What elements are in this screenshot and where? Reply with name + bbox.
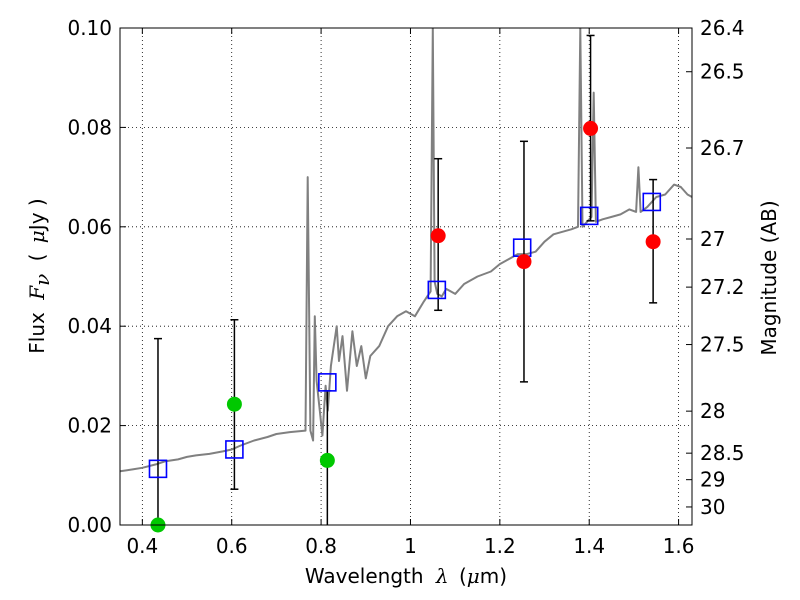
y-tick-label: 0.00: [67, 513, 112, 537]
x-axis-label-unit-mu: μ: [467, 564, 480, 588]
x-axis-label-symbol: λ: [435, 564, 449, 588]
y2-tick-label: 28: [700, 399, 725, 423]
x-tick-label: 1.6: [663, 534, 695, 558]
x-tick-label: 1.2: [484, 534, 516, 558]
x-tick-label: 0.8: [305, 534, 337, 558]
x-axis-label: Wavelength λ (μm): [305, 564, 507, 588]
y2-tick-label: 27: [700, 227, 725, 251]
y2-tick-label: 29: [700, 468, 725, 492]
observed-flux-marker: [430, 228, 446, 244]
y2-tick-label: 27.2: [700, 275, 745, 299]
x-axis-label-unit-open: (: [459, 564, 467, 588]
x-tick-label: 0.4: [126, 534, 158, 558]
y2-tick-label: 26.7: [700, 136, 745, 160]
x-axis-label-text: Wavelength: [305, 564, 424, 588]
low-significance-flux-marker: [319, 452, 335, 468]
y-tick-label: 0.06: [67, 215, 112, 239]
y2-tick-label: 28.5: [700, 441, 745, 465]
y-tick-label: 0.10: [67, 16, 112, 40]
x-axis-label-unit-rest: m): [480, 564, 507, 588]
y2-tick-label: 30: [700, 495, 725, 519]
model-flux-marker: [318, 373, 337, 392]
y-axis-label: Flux Fν ( μJy ): [25, 198, 54, 353]
spectrum-line: [120, 28, 692, 473]
observed-flux-marker: [645, 234, 661, 250]
y-axis-label-unit-open: (: [25, 254, 49, 262]
y-axis-label-unit-rest: Jy ): [25, 198, 49, 232]
x-tick-label: 1.4: [573, 534, 605, 558]
y-tick-label: 0.08: [67, 115, 112, 139]
y-axis-label-text: Flux: [25, 312, 49, 354]
y-tick-label: 0.02: [67, 414, 112, 438]
observed-flux-marker: [516, 254, 532, 270]
plot-frame: [119, 27, 693, 526]
low-significance-flux-marker: [226, 396, 242, 412]
model-flux-marker: [642, 192, 662, 212]
y2-tick-label: 27.5: [700, 333, 745, 357]
y2-axis-label: Magnitude (AB): [757, 200, 781, 355]
axis-ticks: 0.4 0.6 0.8 1 1.2 1.4 1.6 0.00 0.02 0.04 0.06 0.08 0…: [67, 16, 744, 558]
y-tick-label: 0.04: [67, 314, 112, 338]
spectrum-series: [120, 28, 692, 473]
y2-tick-label: 26.5: [700, 60, 745, 84]
marker-series: [148, 120, 662, 533]
model-flux-marker: [148, 459, 168, 479]
y2-tick-label: 26.4: [700, 16, 745, 40]
model-flux-marker: [579, 206, 599, 226]
x-tick-label: 1: [404, 534, 417, 558]
errorbar: [153, 337, 162, 525]
grid: [120, 27, 692, 526]
x-tick-label: 0.6: [216, 534, 248, 558]
model-flux-marker: [225, 440, 244, 459]
observed-flux-marker: [583, 120, 599, 136]
y-axis-label-symbol: F: [25, 285, 49, 301]
y-axis-label-unit-mu: μ: [25, 230, 49, 243]
model-flux-marker: [427, 280, 447, 300]
y-axis-label-subscript: ν: [30, 274, 54, 286]
